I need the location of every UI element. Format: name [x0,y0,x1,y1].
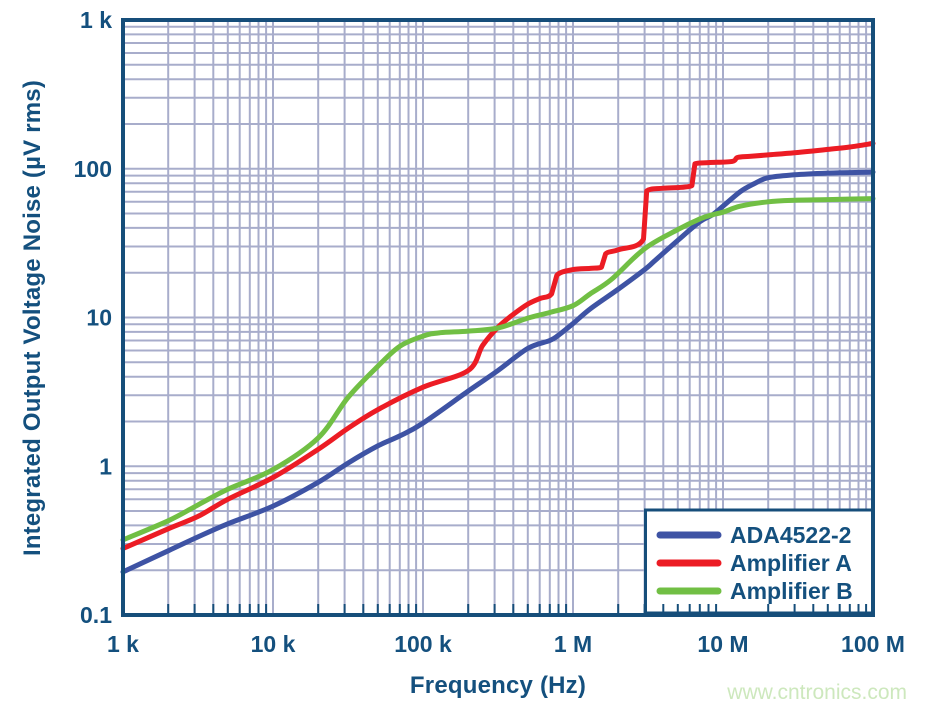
legend-label: ADA4522-2 [730,522,851,548]
x-tick-label: 1 M [554,631,592,657]
series-curves [120,140,876,575]
x-axis-title: Frequency (Hz) [409,672,587,699]
y-tick-label: 10 [86,305,112,331]
x-tick-label: 10 M [697,631,748,657]
y-tick-label: 100 [74,156,112,182]
x-tick-label: 10 k [251,631,296,657]
legend-item-amplifier-a: Amplifier A [656,550,852,576]
y-tick-label: 0.1 [80,602,112,628]
y-tick-labels: 1 k 100 10 1 0.1 [74,7,113,628]
x-tick-label: 1 k [107,631,139,657]
x-axis-minor-ticks [167,604,868,613]
y-tick-label: 1 k [80,7,112,33]
plot-frame [121,18,875,617]
legend-label: Amplifier B [730,578,853,604]
y-tick-label: 1 [99,453,112,479]
series-ada4522-2 [120,169,876,575]
series-amplifier-a [120,140,876,551]
series-amplifier-b [120,196,876,543]
x-tick-label: 100 k [394,631,452,657]
x-tick-label: 100 M [841,631,905,657]
x-tick-labels: 1 k 10 k 100 k 1 M 10 M 100 M [107,631,905,657]
legend-item-amplifier-b: Amplifier B [656,578,853,604]
legend-label: Amplifier A [730,550,852,576]
watermark: www.cntronics.com [727,681,907,704]
legend-item-ada4522-2: ADA4522-2 [656,522,851,548]
